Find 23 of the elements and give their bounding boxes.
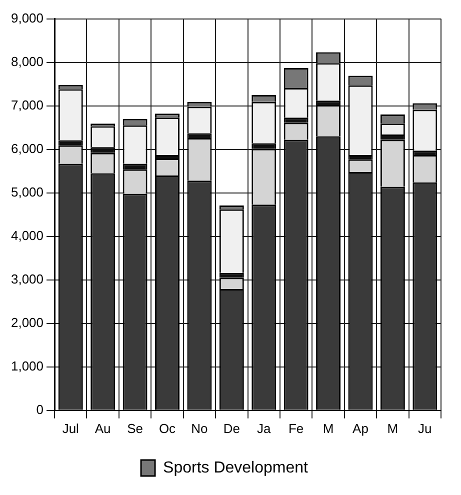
- x-tick-label: Jul: [62, 420, 80, 436]
- y-tick-label: 3,000: [10, 271, 44, 286]
- x-tick-label: Ju: [418, 420, 432, 436]
- x-tick-label: Ap: [352, 420, 368, 436]
- x-tick-label: Se: [127, 420, 143, 436]
- y-tick-label: 8,000: [10, 54, 44, 69]
- x-tick-label: Oc: [158, 420, 176, 436]
- y-tick-label: 0: [36, 402, 44, 417]
- y-tick-label: 4,000: [10, 228, 44, 243]
- x-tick-label: No: [191, 420, 208, 436]
- x-tick-label: Au: [94, 420, 111, 436]
- x-tick-label: M: [322, 420, 334, 436]
- x-tick-label: Fe: [288, 420, 304, 436]
- x-tick-label: M: [387, 420, 398, 436]
- legend-label: Sports Development: [163, 459, 309, 476]
- x-tick-label: Ja: [257, 420, 272, 436]
- x-tick-label: De: [223, 420, 240, 436]
- y-tick-label: 1,000: [10, 358, 44, 374]
- y-tick-label: 6,000: [10, 140, 44, 156]
- y-tick-label: 9,000: [10, 10, 44, 26]
- y-tick-label: 2,000: [10, 314, 44, 330]
- y-tick-label: 7,000: [10, 97, 44, 112]
- y-tick-label: 5,000: [10, 184, 44, 200]
